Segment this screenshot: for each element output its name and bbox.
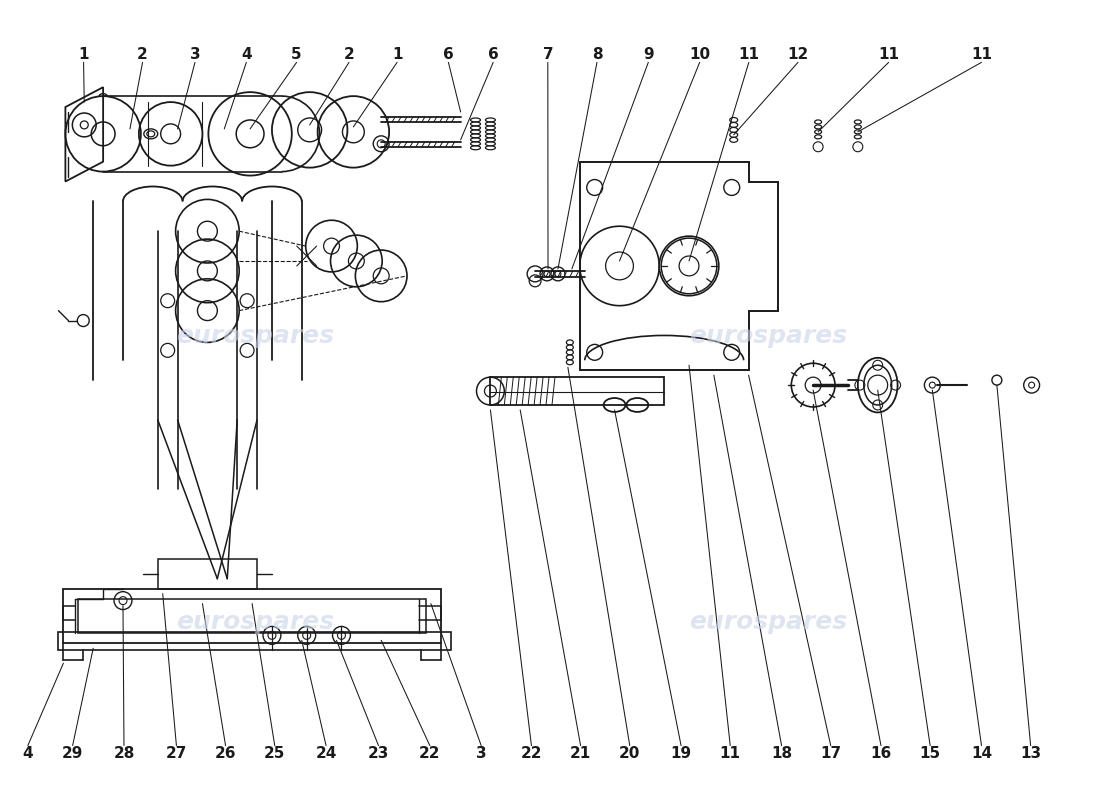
Text: 26: 26 [214, 746, 236, 761]
Text: 11: 11 [738, 47, 759, 62]
Text: 11: 11 [878, 47, 899, 62]
Text: 28: 28 [113, 746, 134, 761]
Text: 25: 25 [264, 746, 285, 761]
Text: 13: 13 [1020, 746, 1042, 761]
Text: eurospares: eurospares [690, 325, 847, 349]
Text: 2: 2 [343, 47, 354, 62]
Text: 20: 20 [619, 746, 640, 761]
Text: 3: 3 [476, 746, 486, 761]
Text: 18: 18 [771, 746, 792, 761]
Text: eurospares: eurospares [690, 610, 847, 634]
Text: 6: 6 [487, 47, 498, 62]
Text: 8: 8 [592, 47, 603, 62]
Text: 22: 22 [520, 746, 542, 761]
Text: 24: 24 [316, 746, 337, 761]
Text: 21: 21 [570, 746, 591, 761]
Text: 29: 29 [62, 746, 84, 761]
Bar [78, 598, 426, 634]
Text: 3: 3 [189, 47, 200, 62]
Text: 19: 19 [671, 746, 692, 761]
Bar [491, 377, 664, 405]
Text: 7: 7 [542, 47, 553, 62]
Text: 4: 4 [241, 47, 252, 62]
Text: eurospares: eurospares [176, 610, 334, 634]
Text: 12: 12 [788, 47, 808, 62]
Bar [64, 589, 441, 643]
Text: 14: 14 [971, 746, 992, 761]
Text: 1: 1 [78, 47, 89, 62]
Text: 4: 4 [22, 746, 33, 761]
Text: 9: 9 [644, 47, 653, 62]
Text: 11: 11 [971, 47, 992, 62]
Text: 6: 6 [443, 47, 454, 62]
Text: 15: 15 [920, 746, 940, 761]
Bar [58, 632, 451, 650]
Text: 17: 17 [821, 746, 842, 761]
Text: 5: 5 [292, 47, 301, 62]
Text: 1: 1 [392, 47, 403, 62]
Text: 23: 23 [367, 746, 389, 761]
Text: 2: 2 [138, 47, 147, 62]
Text: 27: 27 [166, 746, 187, 761]
Text: 10: 10 [689, 47, 711, 62]
Text: 16: 16 [870, 746, 892, 761]
Text: 11: 11 [719, 746, 740, 761]
Text: eurospares: eurospares [176, 325, 334, 349]
Text: 22: 22 [419, 746, 441, 761]
Bar [157, 559, 257, 589]
